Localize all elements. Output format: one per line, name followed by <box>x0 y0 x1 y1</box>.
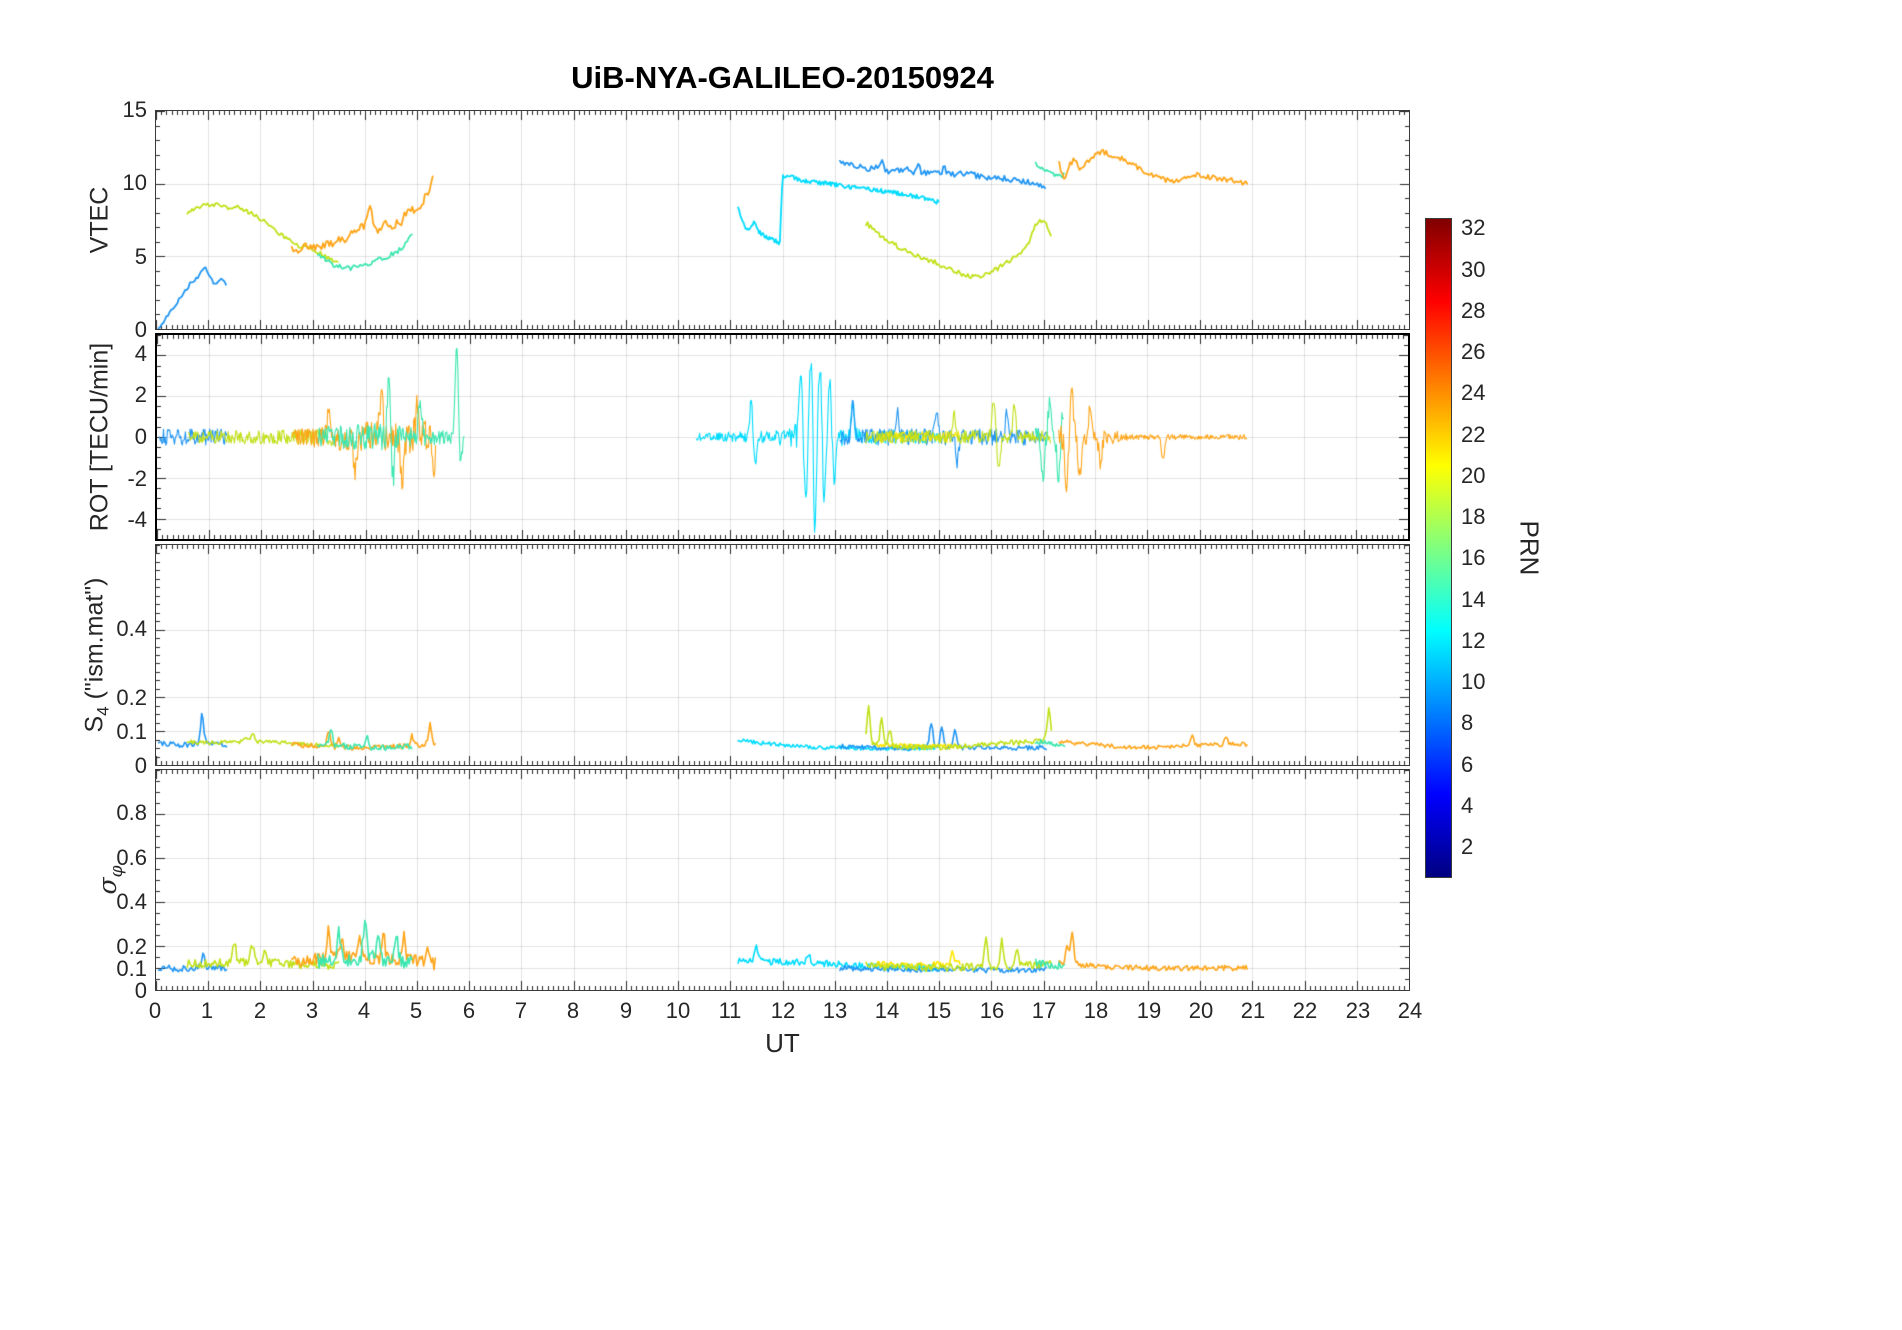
x-tick-label: 3 <box>305 998 319 1023</box>
y-tick-label: 0.4 <box>116 616 147 641</box>
x-tick-label: 10 <box>665 998 691 1023</box>
x-tick-label: 12 <box>770 998 796 1023</box>
x-tick-label: 18 <box>1083 998 1109 1023</box>
colorbar-tick-label: 4 <box>1461 793 1474 818</box>
rot-panel <box>155 333 1410 541</box>
x-tick-label: 14 <box>874 998 900 1023</box>
y-tick-label: 0 <box>134 424 147 449</box>
y-tick-label: 0.1 <box>116 956 147 981</box>
x-tick-label: 6 <box>462 998 476 1023</box>
x-tick-label: 4 <box>357 998 371 1023</box>
x-tick-label: 11 <box>718 998 742 1023</box>
y-tick-label: 15 <box>122 97 147 122</box>
y-tick-label: 2 <box>134 382 147 407</box>
y-tick-label: 4 <box>134 341 147 366</box>
x-tick-label: 21 <box>1240 998 1266 1023</box>
y-tick-label: 0 <box>134 317 147 342</box>
vtec-plot-canvas <box>156 111 1409 329</box>
colorbar-tick-label: 22 <box>1461 422 1486 447</box>
x-tick-label: 20 <box>1188 998 1214 1023</box>
y-tick-label: 0.6 <box>116 845 147 870</box>
y-tick-label: -2 <box>127 466 147 491</box>
colorbar-tick-label: 32 <box>1461 215 1486 240</box>
colorbar-tick-label: 12 <box>1461 628 1486 653</box>
y-tick-label: 5 <box>134 244 147 269</box>
x-tick-label: 19 <box>1136 998 1162 1023</box>
colorbar-tick-label: 20 <box>1461 463 1486 488</box>
sigma-phi-panel <box>155 769 1410 991</box>
x-tick-label: 7 <box>514 998 528 1023</box>
x-tick-label: 15 <box>926 998 952 1023</box>
colorbar-tick-label: 24 <box>1461 380 1486 405</box>
colorbar-tick-label: 18 <box>1461 504 1486 529</box>
rot-plot-canvas <box>157 335 1408 539</box>
colorbar-tick-label: 30 <box>1461 257 1486 282</box>
s4-plot-canvas <box>156 545 1409 765</box>
x-tick-label: 1 <box>200 998 214 1023</box>
y-tick-label: 0.8 <box>116 800 147 825</box>
colorbar-tick-label: 26 <box>1461 339 1486 364</box>
x-tick-label: 24 <box>1397 998 1423 1023</box>
y-tick-label: -4 <box>127 507 147 532</box>
y-tick-label: 0.1 <box>116 719 147 744</box>
y-tick-label: 0.4 <box>116 889 147 914</box>
x-tick-label: 5 <box>409 998 423 1023</box>
y-tick-label: 0 <box>134 978 147 1003</box>
colorbar-tick-label: 28 <box>1461 298 1486 323</box>
chart-title: UiB-NYA-GALILEO-20150924 <box>571 60 994 95</box>
x-tick-label: 22 <box>1292 998 1318 1023</box>
y-tick-label: 10 <box>122 170 147 195</box>
colorbar-tick-label: 14 <box>1461 587 1486 612</box>
vtec-panel <box>155 110 1410 330</box>
x-tick-label: 2 <box>253 998 267 1023</box>
colorbar-label: PRN <box>1514 520 1545 576</box>
y-tick-label: 0.2 <box>116 934 147 959</box>
x-tick-label: 9 <box>619 998 633 1023</box>
x-tick-label: 8 <box>566 998 580 1023</box>
colorbar-tick-label: 6 <box>1461 752 1474 777</box>
x-tick-label: 13 <box>822 998 848 1023</box>
colorbar-tick-label: 2 <box>1461 834 1474 859</box>
x-tick-label: 0 <box>148 998 162 1023</box>
x-tick-label: 17 <box>1031 998 1057 1023</box>
y-tick-label: 0.2 <box>116 685 147 710</box>
y-tick-label: 0 <box>134 753 147 778</box>
colorbar-tick-label: 8 <box>1461 710 1474 735</box>
s4-panel <box>155 544 1410 766</box>
colorbar-tick-label: 10 <box>1461 669 1486 694</box>
x-tick-label: 16 <box>979 998 1005 1023</box>
x-axis-label: UT <box>765 1028 800 1058</box>
colorbar <box>1425 218 1452 878</box>
sigma-phi-plot-canvas <box>156 770 1409 990</box>
x-tick-label: 23 <box>1345 998 1371 1023</box>
colorbar-tick-label: 16 <box>1461 545 1486 570</box>
